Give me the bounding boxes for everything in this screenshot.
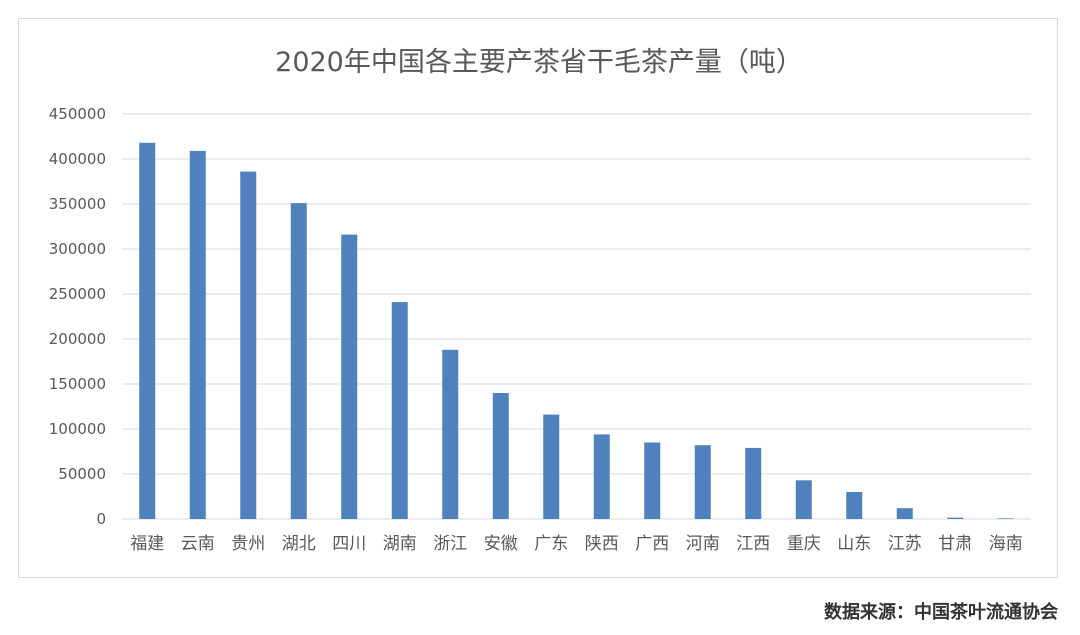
bar-2	[240, 171, 257, 519]
bar-5	[391, 302, 408, 519]
bar-14	[846, 492, 863, 519]
y-tick-label: 150000	[49, 375, 106, 393]
bar-3	[290, 203, 307, 519]
bar-0	[139, 142, 156, 520]
y-tick-label: 250000	[49, 285, 106, 303]
x-category-label: 甘肃	[938, 534, 972, 554]
x-category-label: 福建	[130, 534, 164, 554]
x-axis-labels: 福建 云南 贵州 湖北 四川 湖南 浙江 安徽 广东 陕西 广西 河南 江西 重庆 山东 江苏 甘肃 海南	[130, 534, 1023, 554]
bar-6	[442, 349, 459, 519]
y-tick-label: 300000	[49, 240, 106, 258]
y-tick-label: 400000	[49, 150, 106, 168]
x-category-label: 重庆	[787, 534, 821, 554]
source-note: 数据来源：中国茶叶流通协会	[824, 602, 1058, 623]
x-category-label: 湖南	[383, 534, 417, 554]
bar-16	[947, 517, 964, 519]
bar-chart: 2020年中国各主要产茶省干毛茶产量（吨） 0 50000 100000 150000…	[49, 47, 1031, 554]
bar-11	[694, 445, 711, 519]
x-category-label: 浙江	[433, 534, 467, 554]
bar-8	[543, 414, 560, 519]
bar-12	[745, 447, 762, 519]
x-category-label: 江西	[736, 534, 770, 554]
y-tick-label: 200000	[49, 330, 106, 348]
chart-title: 2020年中国各主要产茶省干毛茶产量（吨）	[275, 47, 803, 78]
x-category-label: 海南	[989, 534, 1023, 554]
x-category-label: 贵州	[231, 534, 265, 554]
chart-frame: 2020年中国各主要产茶省干毛茶产量（吨） 0 50000 100000 150000…	[18, 18, 1058, 578]
bar-13	[795, 480, 812, 519]
y-tick-label: 100000	[49, 420, 106, 438]
x-category-label: 四川	[332, 534, 366, 554]
y-tick-label: 50000	[58, 465, 106, 483]
x-category-label: 广东	[534, 534, 568, 554]
bars	[139, 142, 1014, 520]
x-category-label: 湖北	[282, 534, 316, 554]
bar-7	[492, 393, 509, 519]
bar-4	[341, 234, 358, 519]
x-category-label: 山东	[837, 534, 871, 554]
x-category-label: 河南	[686, 534, 720, 554]
y-tick-label: 0	[96, 510, 106, 528]
x-category-label: 安徽	[484, 534, 518, 554]
y-axis-ticks: 0 50000 100000 150000 200000 250000 300000 3500…	[49, 105, 106, 528]
grid-lines	[122, 113, 1031, 520]
x-category-label: 陕西	[585, 534, 619, 554]
x-category-label: 广西	[635, 534, 669, 554]
y-tick-label: 450000	[49, 105, 106, 123]
bar-15	[896, 508, 913, 519]
bar-1	[189, 150, 206, 519]
x-category-label: 云南	[181, 534, 215, 554]
x-category-label: 江苏	[888, 534, 922, 554]
bar-17	[997, 518, 1014, 519]
bar-9	[593, 434, 610, 519]
y-tick-label: 350000	[49, 195, 106, 213]
bar-10	[644, 442, 661, 519]
